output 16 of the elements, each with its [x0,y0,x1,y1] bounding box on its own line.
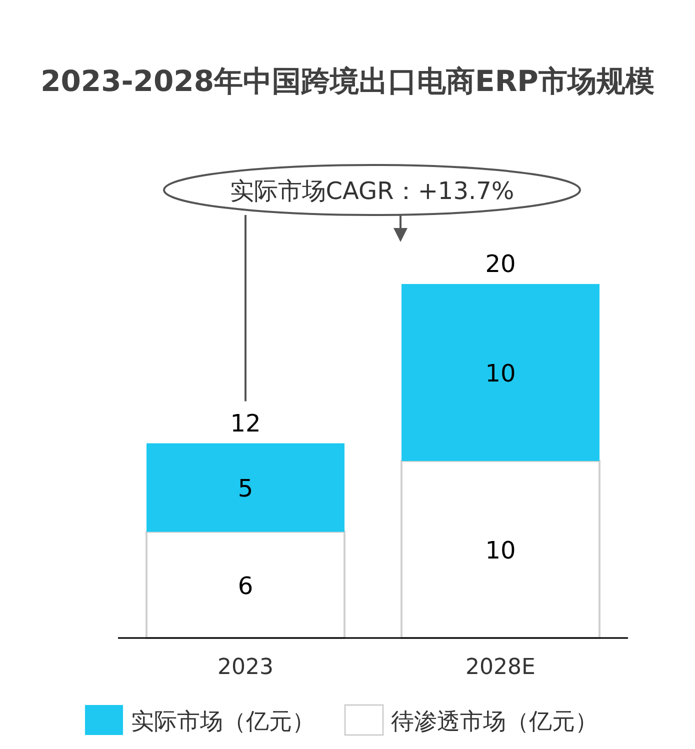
x-tick-label: 2023 [218,655,274,680]
total-label: 20 [485,250,516,278]
data-label: 10 [485,536,516,564]
data-label: 6 [238,572,254,600]
legend-label: 待渗透市场（亿元） [391,709,598,735]
bar [146,530,346,639]
text: 实际市场CAGR：+13.7% [230,177,514,205]
legend-label: 实际市场（亿元） [131,709,315,735]
bar [400,460,600,639]
chart-title: 2023-2028年中国跨境出口电商ERP市场规模 [40,63,655,100]
bar [146,443,344,532]
data-label: 5 [238,474,254,503]
data-label: 10 [485,360,516,388]
bar [402,284,600,461]
x-tick-label: 2028E [466,655,536,680]
total-label: 12 [230,409,261,438]
